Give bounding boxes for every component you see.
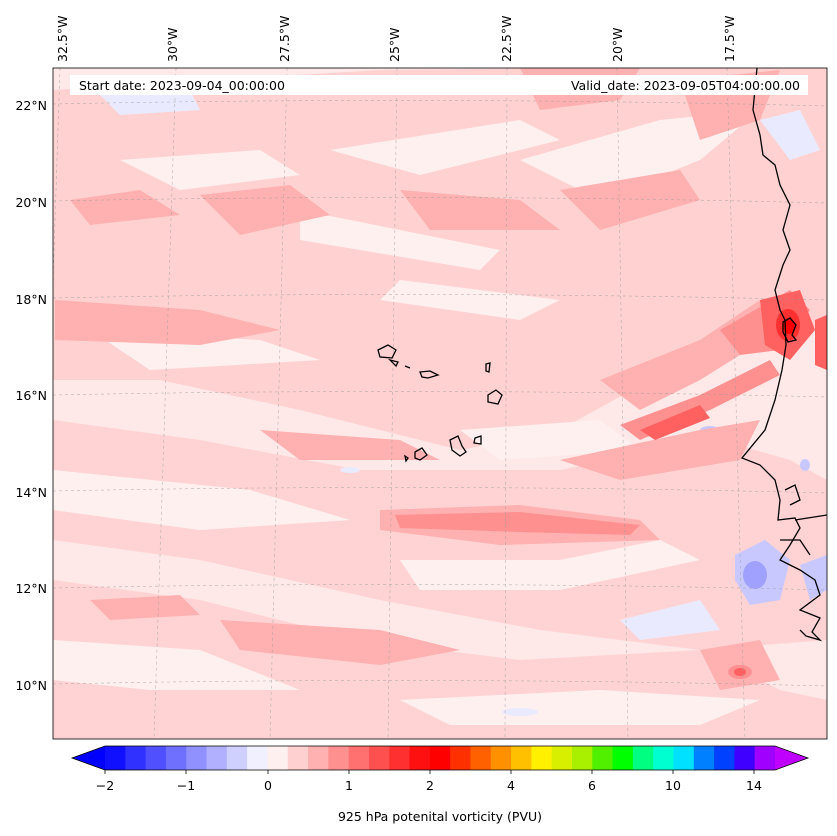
- colorbar-ticks: −2 −1 0 1 2 4 6 10 14: [96, 778, 762, 793]
- lon-label: 32.5°W: [55, 16, 70, 62]
- colorbar-swatch: [165, 746, 187, 770]
- lat-label: 22°N: [15, 98, 47, 113]
- coastlines: [740, 68, 827, 642]
- lon-label: 27.5°W: [277, 16, 292, 62]
- colorbar-swatch: [551, 746, 573, 770]
- map-panel: [53, 68, 827, 739]
- colorbar-tick-label: 6: [588, 778, 596, 793]
- colorbar-under-extend: [72, 746, 105, 770]
- colorbar-swatch: [125, 746, 147, 770]
- colorbar-swatch: [470, 746, 492, 770]
- colorbar-swatch: [734, 746, 756, 770]
- colorbar-swatch: [531, 746, 553, 770]
- cape-verde-islands: [377, 344, 503, 463]
- lon-label: 20°W: [610, 27, 625, 62]
- lat-label: 18°N: [15, 292, 47, 307]
- colorbar-tick-label: 14: [746, 778, 762, 793]
- lon-label: 17.5°W: [722, 16, 737, 62]
- colorbar-tick-label: 0: [264, 778, 272, 793]
- colorbar: [70, 745, 810, 774]
- colorbar-swatch: [571, 746, 593, 770]
- lake-feature: [782, 317, 798, 343]
- colorbar-swatch: [653, 746, 674, 770]
- lat-label: 10°N: [15, 678, 47, 693]
- colorbar-swatch: [612, 746, 634, 770]
- colorbar-title: 925 hPa potenital vorticity (PVU): [338, 809, 542, 824]
- colorbar-swatch: [592, 746, 614, 770]
- africa-coastline: [740, 68, 823, 642]
- colorbar-swatch: [186, 746, 208, 770]
- colorbar-swatch: [714, 746, 735, 770]
- map-gridlines: [53, 68, 827, 739]
- lon-label: 22.5°W: [499, 16, 514, 62]
- colorbar-swatch: [389, 746, 411, 770]
- colorbar-swatch: [308, 746, 329, 770]
- lat-label: 14°N: [15, 485, 47, 500]
- colorbar-swatch: [328, 746, 350, 770]
- colorbar-over-extend: [775, 746, 808, 770]
- valid-date-label: Valid_date: 2023-09-05T04:00:00.00: [571, 78, 800, 93]
- colorbar-swatch: [632, 746, 654, 770]
- colorbar-swatch: [145, 746, 167, 770]
- longitude-labels: 32.5°W 30°W 27.5°W 25°W 22.5°W 20°W 17.5…: [55, 16, 737, 62]
- start-date-label: Start date: 2023-09-04_00:00:00: [79, 78, 285, 93]
- colorbar-swatch: [490, 746, 512, 770]
- colorbar-swatch: [348, 746, 370, 770]
- lat-label: 20°N: [15, 195, 47, 210]
- colorbar-swatch: [409, 746, 431, 770]
- pv-contours: [53, 68, 827, 739]
- colorbar-tick-label: 1: [345, 778, 353, 793]
- map-frame: [52, 67, 828, 740]
- colorbar-swatch: [450, 746, 471, 770]
- colorbar-tick-label: 2: [426, 778, 434, 793]
- colorbar-swatch: [511, 746, 532, 770]
- colorbar-swatch: [267, 746, 289, 770]
- colorbar-tick-label: −1: [177, 778, 195, 793]
- colorbar-swatch: [206, 746, 228, 770]
- colorbar-tick-label: −2: [96, 778, 114, 793]
- colorbar-tick-label: 4: [507, 778, 515, 793]
- colorbar-swatch: [693, 746, 715, 770]
- colorbar-swatch: [368, 746, 390, 770]
- lon-label: 25°W: [387, 27, 402, 62]
- latitude-labels: 22°N 20°N 18°N 16°N 14°N 12°N 10°N: [15, 98, 47, 693]
- colorbar-swatch: [673, 746, 695, 770]
- colorbar-swatch: [247, 746, 268, 770]
- pv-negative-core: [743, 561, 767, 589]
- lat-label: 12°N: [15, 581, 47, 596]
- header-banner: [70, 75, 808, 95]
- senegal-coast-detail: [780, 484, 827, 556]
- colorbar-swatch: [754, 746, 776, 770]
- lon-label: 30°W: [165, 27, 180, 62]
- colorbar-swatch: [429, 746, 451, 770]
- lat-label: 16°N: [15, 388, 47, 403]
- colorbar-swatch: [287, 746, 309, 770]
- colorbar-swatch: [226, 746, 248, 770]
- colorbar-tick-label: 10: [665, 778, 681, 793]
- colorbar-swatch: [105, 746, 126, 770]
